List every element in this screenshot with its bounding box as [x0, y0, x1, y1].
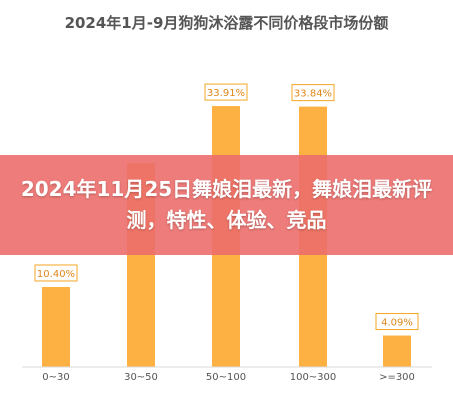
banner-text: 2024年11月25日舞娘泪最新，舞娘泪最新评测，特性、体验、竞品: [20, 177, 433, 232]
data-label-box-3: [291, 84, 335, 102]
chart-title: 2024年1月-9月狗狗沐浴露不同价格段市场份额: [64, 14, 389, 32]
data-label-box-2: [204, 83, 248, 101]
x-tick-label-3: 100~300: [290, 372, 337, 383]
data-label-2: 33.91%: [207, 88, 245, 99]
data-label-box-0: [34, 264, 78, 282]
data-label-3: 33.84%: [294, 89, 332, 100]
data-label-4: 4.09%: [381, 318, 413, 329]
bar-0: [42, 286, 70, 367]
x-tick-label-4: >=300: [379, 372, 415, 383]
overlay-banner: 2024年11月25日舞娘泪最新，舞娘泪最新评测，特性、体验、竞品: [0, 155, 453, 255]
x-tick-label-0: 0~30: [42, 372, 69, 383]
data-label-box-4: [375, 313, 419, 331]
bar-4: [383, 335, 411, 367]
data-label-0: 10.40%: [37, 269, 75, 280]
x-tick-label-1: 30~50: [124, 372, 158, 383]
x-tick-label-2: 50~100: [206, 372, 246, 383]
